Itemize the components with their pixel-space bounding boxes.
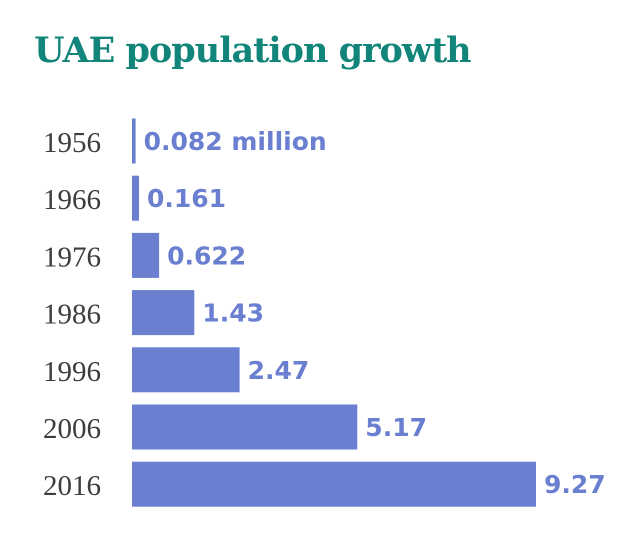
value-label-1956: 0.082 million — [144, 127, 327, 156]
chart-title: UAE population growth — [34, 30, 472, 71]
bar-2016 — [132, 461, 536, 507]
bar-2006 — [132, 404, 358, 450]
value-label-2016: 9.27 — [544, 470, 606, 499]
value-label-1996: 2.47 — [248, 356, 310, 385]
bar-1966 — [132, 175, 139, 221]
value-label-2006: 5.17 — [365, 413, 427, 442]
bar-1976 — [132, 232, 160, 278]
year-label-2016: 2016 — [43, 470, 101, 502]
bars-group — [132, 118, 536, 507]
year-label-2006: 2006 — [43, 413, 101, 445]
year-label-1996: 1996 — [43, 356, 101, 388]
value-label-1966: 0.161 — [147, 184, 226, 213]
bar-1986 — [132, 290, 195, 336]
value-labels-group: 0.082 million 0.161 0.622 1.43 2.47 5.17 9.27 — [144, 127, 606, 499]
value-label-1976: 0.622 — [167, 241, 246, 270]
year-labels-group: 1956 1966 1976 1986 1996 2006 2016 — [43, 127, 101, 502]
bar-1996 — [132, 347, 240, 393]
year-label-1986: 1986 — [43, 299, 101, 331]
bar-1956 — [132, 118, 136, 164]
year-label-1966: 1966 — [43, 184, 101, 216]
value-label-1986: 1.43 — [202, 299, 264, 328]
year-label-1976: 1976 — [43, 241, 101, 273]
year-label-1956: 1956 — [43, 127, 101, 159]
